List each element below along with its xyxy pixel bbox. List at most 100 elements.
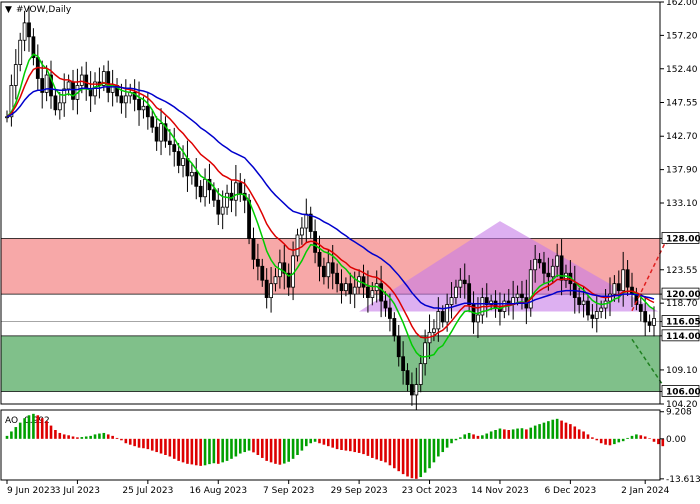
candle-body xyxy=(445,304,450,323)
oscillator-bar xyxy=(419,438,423,478)
oscillator-bar xyxy=(76,437,79,439)
oscillator-bar xyxy=(608,438,612,446)
oscillator-bar xyxy=(269,438,273,463)
oscillator-bar xyxy=(225,438,229,461)
oscillator-bar xyxy=(344,438,348,451)
candle-body xyxy=(352,286,357,295)
oscillator-bar xyxy=(93,434,97,439)
oscillator-bar xyxy=(353,438,357,453)
oscillator-bar xyxy=(58,432,62,439)
candle-body xyxy=(462,279,467,285)
oscillator-bar xyxy=(441,438,445,453)
candle-body xyxy=(454,286,458,298)
oscillator-bar xyxy=(586,434,590,439)
y-tick-label-box xyxy=(661,232,700,244)
oscillator-bar xyxy=(304,438,308,447)
oscillator-bar xyxy=(89,435,92,439)
oscillator-bar xyxy=(362,438,365,455)
oscillator-bar xyxy=(604,438,607,445)
candle-body xyxy=(370,290,375,298)
oscillator-bar xyxy=(309,438,312,444)
y-tick-label: 123.55 xyxy=(666,266,698,276)
oscillator-bar xyxy=(172,438,176,459)
oscillator-bar xyxy=(542,422,546,439)
oscillator-bar xyxy=(371,438,374,458)
oscillator-bar xyxy=(18,422,22,439)
candle-body xyxy=(172,144,177,152)
oscillator-bar xyxy=(516,428,519,439)
candle-body xyxy=(13,64,18,86)
oscillator-bar xyxy=(388,438,392,466)
candle-body xyxy=(22,22,27,41)
oscillator-bar xyxy=(146,438,150,450)
oscillator-bar xyxy=(569,424,572,439)
oscillator-bar xyxy=(463,434,467,439)
oscillator-bar xyxy=(401,438,405,475)
y-tick-label: 147.55 xyxy=(666,99,698,109)
candle-body xyxy=(586,300,590,316)
oscillator-bar xyxy=(648,438,651,439)
candle-body xyxy=(616,283,621,292)
projection-down-arrow xyxy=(631,338,668,392)
oscillator-bar xyxy=(494,430,497,439)
oscillator-bar xyxy=(485,433,489,439)
oscillator-bar xyxy=(133,438,136,447)
oscillator-bar xyxy=(102,432,106,439)
oscillator-bar xyxy=(498,428,502,439)
candle-body xyxy=(251,238,256,260)
oscillator-bar xyxy=(547,421,550,439)
candle-body xyxy=(49,74,53,97)
candle-body xyxy=(599,307,604,312)
candle-body xyxy=(18,39,23,65)
oscillator-name: AO xyxy=(5,416,18,426)
candle-body xyxy=(335,272,340,285)
candle-body xyxy=(163,123,168,142)
candle-body xyxy=(410,384,414,396)
oscillator-bar xyxy=(67,435,70,439)
oscillator-bar xyxy=(234,438,238,457)
oscillator-bar xyxy=(652,438,656,442)
oscillator-bar xyxy=(520,428,524,439)
candle-body xyxy=(476,314,480,323)
oscillator-bar xyxy=(349,438,352,452)
oscillator-bar xyxy=(49,425,53,439)
candle-body xyxy=(423,342,428,365)
candle-body xyxy=(255,258,260,267)
oscillator-bar xyxy=(467,432,471,439)
x-tick-label: 3 Jul 2023 xyxy=(55,486,100,496)
oscillator-bars xyxy=(5,413,665,479)
oscillator-bar xyxy=(159,438,163,454)
candle-body xyxy=(652,318,656,326)
oscillator-bar xyxy=(573,426,577,439)
oscillator-bar xyxy=(415,438,418,479)
oscillator-bar xyxy=(278,438,282,465)
oscillator-bar xyxy=(186,438,189,464)
osc-tick-label: -13.613 xyxy=(666,475,700,485)
oscillator-bar xyxy=(252,438,255,453)
oscillator-bar xyxy=(617,438,621,443)
oscillator-bar xyxy=(23,418,26,439)
candle-body xyxy=(621,269,626,292)
candle-body xyxy=(181,158,185,166)
candle-body xyxy=(533,258,538,271)
oscillator-bar xyxy=(335,438,339,450)
candle-body xyxy=(388,307,392,319)
candle-body xyxy=(383,300,388,309)
candle-body xyxy=(40,78,45,93)
oscillator-bar xyxy=(142,438,145,449)
symbol-header: ▼ #VOW,Daily xyxy=(5,5,72,15)
oscillator-bar xyxy=(62,434,66,439)
candle-body xyxy=(528,269,533,309)
oscillator-bar xyxy=(181,438,185,463)
y-tick-label: 116.05 xyxy=(666,318,700,328)
oscillator-bar xyxy=(635,434,638,439)
moving-average-2 xyxy=(6,66,655,339)
support-zone xyxy=(1,335,660,392)
oscillator-bar xyxy=(274,438,277,464)
oscillator-bar xyxy=(577,429,581,439)
candle-body xyxy=(366,286,370,298)
x-tick-label: 2 Jan 2024 xyxy=(621,486,669,496)
candle-body xyxy=(225,192,229,208)
candle-body xyxy=(203,178,207,198)
candle-body xyxy=(247,199,251,239)
